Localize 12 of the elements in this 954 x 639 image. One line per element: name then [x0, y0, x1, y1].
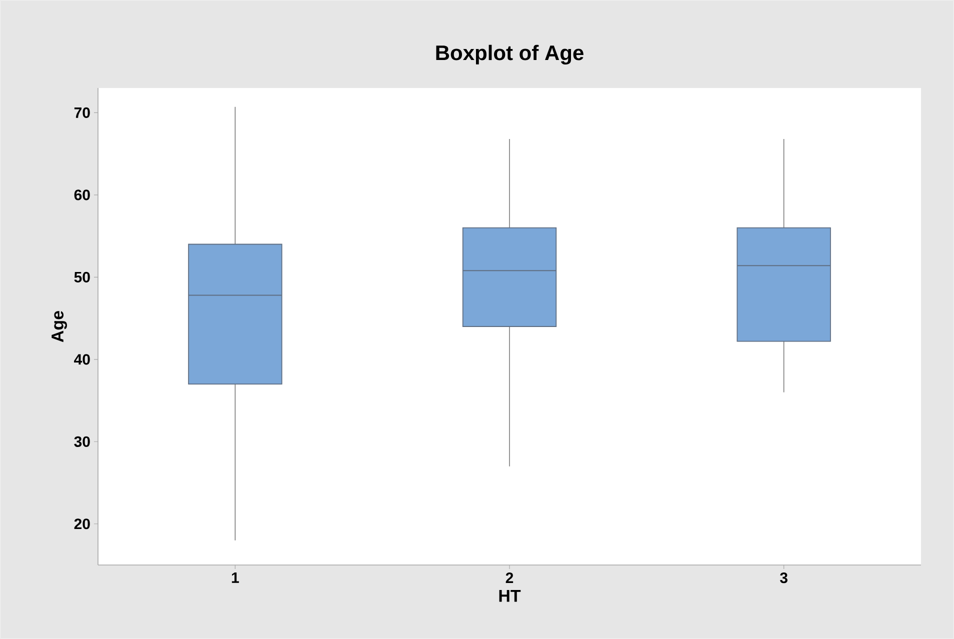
x-tick-label: 2 [506, 572, 514, 583]
x-axis-title: HT [499, 590, 521, 602]
x-tick-label: 1 [232, 572, 239, 583]
x-tick-label: 3 [780, 572, 788, 584]
y-tick-label: 70 [74, 107, 90, 118]
chart-title: Boxplot of Age [436, 44, 584, 65]
y-tick-label: 30 [74, 436, 90, 447]
y-axis-title: Age [52, 311, 67, 342]
y-tick-label: 40 [74, 354, 90, 365]
y-tick-label: 60 [74, 190, 90, 200]
y-tick-label: 20 [74, 518, 90, 530]
y-tick-label: 50 [74, 272, 90, 282]
